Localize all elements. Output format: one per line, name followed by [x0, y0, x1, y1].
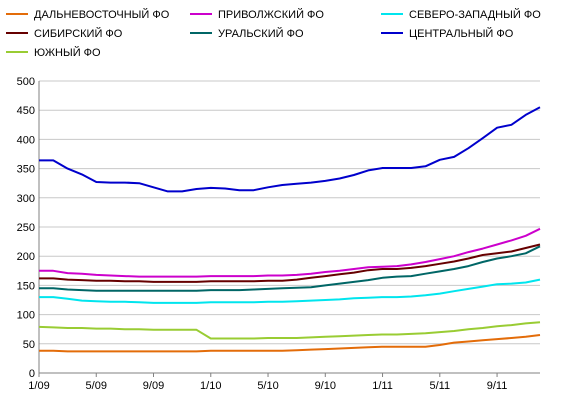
- x-tick-label: 9/09: [143, 380, 164, 392]
- y-tick-label: 150: [17, 280, 35, 292]
- x-tick-label: 1/11: [372, 380, 393, 392]
- y-tick-label: 400: [17, 134, 35, 146]
- y-tick-label: 50: [23, 339, 35, 351]
- x-tick-label: 1/10: [200, 380, 221, 392]
- legend-label: СИБИРСКИЙ ФО: [34, 27, 123, 40]
- legend-item: СИБИРСКИЙ ФО: [6, 27, 123, 40]
- series-line-4: [39, 245, 541, 292]
- legend-item: ЦЕНТРАЛЬНЫЙ ФО: [381, 27, 514, 40]
- legend-item: ЮЖНЫЙ ФО: [6, 46, 101, 59]
- gridlines: [39, 80, 540, 345]
- legend-label: ЮЖНЫЙ ФО: [34, 46, 101, 59]
- x-tick-label: 9/10: [315, 380, 336, 392]
- y-tick-label: 0: [29, 368, 35, 380]
- y-tick-label: 300: [17, 193, 35, 205]
- legend-item: СЕВЕРО-ЗАПАДНЫЙ ФО: [381, 8, 541, 21]
- y-tick-label: 250: [17, 222, 35, 234]
- x-tick-label: 1/09: [28, 380, 49, 392]
- series-line-2: [39, 278, 541, 304]
- x-tick-label: 5/11: [430, 380, 451, 392]
- y-tick-label: 200: [17, 251, 35, 263]
- legend-item: ДАЛЬНЕВОСТОЧНЫЙ ФО: [6, 8, 170, 21]
- legend-label: ПРИВОЛЖСКИЙ ФО: [218, 8, 324, 21]
- legend-label: ДАЛЬНЕВОСТОЧНЫЙ ФО: [34, 8, 170, 21]
- y-tick-label: 500: [17, 76, 35, 88]
- x-tick-label: 9/11: [487, 380, 508, 392]
- series-line-0: [39, 334, 541, 353]
- series-line-5: [39, 106, 541, 193]
- y-tick-label: 100: [17, 310, 35, 322]
- legend-item: ПРИВОЛЖСКИЙ ФО: [190, 8, 324, 21]
- legend-item: УРАЛЬСКИЙ ФО: [190, 27, 304, 40]
- series-line-6: [38, 321, 541, 340]
- legend-label: ЦЕНТРАЛЬНЫЙ ФО: [409, 27, 514, 40]
- series-line-3: [39, 243, 541, 283]
- x-tick-label: 5/10: [257, 380, 278, 392]
- series-lines: [38, 106, 541, 353]
- axes: 0 50 100 150 200 250 300 350 400 450 500 1/09 5/09 9/…: [17, 76, 540, 392]
- legend: ДАЛЬНЕВОСТОЧНЫЙ ФО ПРИВОЛЖСКИЙ ФО СЕВЕРО-З…: [6, 8, 541, 59]
- legend-label: УРАЛЬСКИЙ ФО: [218, 27, 304, 40]
- y-tick-label: 450: [17, 105, 35, 117]
- x-tick-label: 5/09: [86, 380, 107, 392]
- series-line-1: [39, 227, 541, 278]
- y-tick-label: 350: [17, 164, 35, 176]
- legend-label: СЕВЕРО-ЗАПАДНЫЙ ФО: [409, 8, 541, 21]
